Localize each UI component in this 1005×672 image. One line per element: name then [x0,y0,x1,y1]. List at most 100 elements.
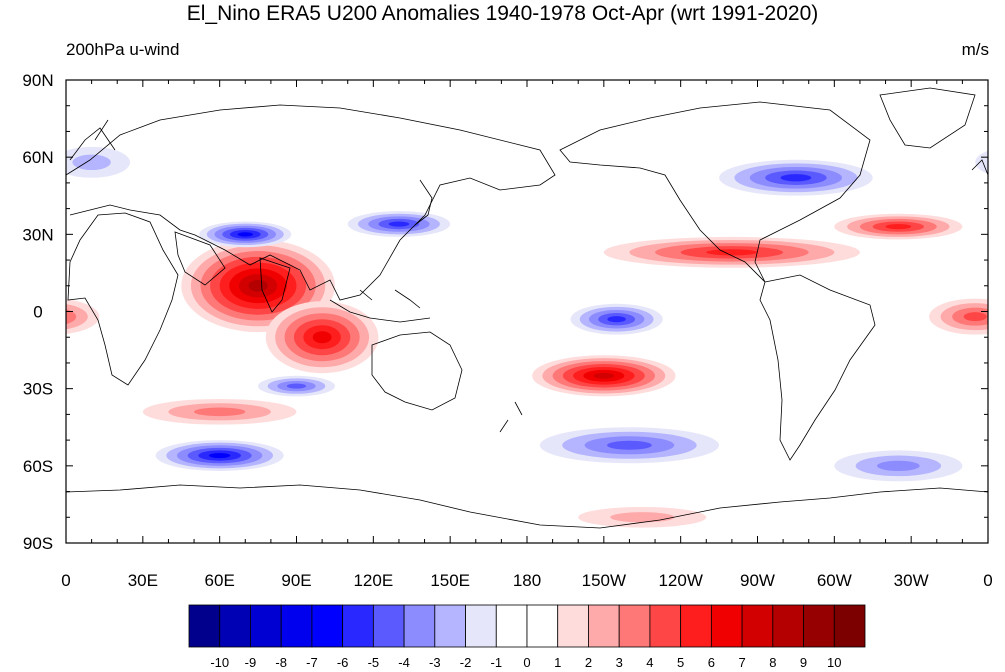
colorbar-swatch [434,604,466,648]
anomaly-contour-17-2 [994,155,1005,170]
coast-arabia [174,231,226,286]
anomaly-feature-4 [603,236,860,268]
anomaly-contour-16-3 [877,460,920,471]
colorbar-label: 7 [738,655,745,670]
coast-new-zealand [499,401,523,433]
colorbar-label: 10 [827,655,841,670]
anomaly-feature-10 [199,221,292,248]
anomaly-feature-3 [532,355,676,397]
colorbar-swatch [680,604,712,648]
anomaly-contour-11-5 [388,221,410,227]
anomaly-feature-9 [155,440,284,471]
anomaly-feature-5 [0,213,963,240]
anomaly-feature-13 [719,159,873,196]
anomaly-contour-14-4 [607,440,652,450]
lat-label: 60N [22,148,53,167]
colorbar-swatch [188,604,221,648]
coast-antarctica [66,484,988,529]
anomaly-contour-2-6 [312,331,332,344]
anomaly-contour-6-3 [66,309,77,325]
anomaly-feature-1 [181,239,335,333]
colorbar-swatch [280,604,313,648]
colorbar-swatch [495,604,528,648]
anomaly-feature-7 [142,398,297,425]
coast-australia [371,331,463,411]
colorbar-swatch [219,604,251,648]
anomaly-contour-5-3 [0,219,15,234]
colorbar-label: -8 [275,655,287,670]
colorbar-swatch [618,604,651,648]
colorbar-label: -4 [398,655,410,670]
coast-africa [67,212,179,386]
colorbar-label: -3 [429,655,441,670]
lon-label: 0 [61,571,70,590]
anomaly-feature-2 [265,301,379,374]
colorbar-label: -6 [337,655,349,670]
anomaly-contour-5-5 [885,224,912,230]
coast-uk [971,159,988,176]
colorbar-label: 2 [585,655,592,670]
colorbar-swatch [803,604,835,648]
lon-label: 60E [205,571,235,590]
lon-label: 90E [281,571,311,590]
colorbar-swatch [342,604,374,648]
colorbar-swatch [588,604,620,648]
colorbar-label: 3 [616,655,623,670]
colorbar-swatch [526,604,559,648]
colorbar-swatch [403,604,436,648]
anomaly-feature-15 [258,375,335,397]
coast-eurasia [66,104,556,301]
lat-label: 90N [22,71,53,90]
coast-india [259,257,291,313]
latitude-labels: 90N 60N 30N 0 30S 60S 90S [22,71,53,553]
lon-label: 0 [983,571,992,590]
colorbar-label: 4 [646,655,653,670]
lon-label: 180 [513,571,541,590]
anomaly-contour-17-2 [72,154,111,171]
lon-label: 30E [128,571,158,590]
coast-greenland [879,87,976,149]
anomaly-contour-7-3 [194,407,246,417]
anomaly-contour-10-6 [237,232,253,237]
colorbar-label: -7 [306,655,318,670]
left-subtitle: 200hPa u-wind [66,40,180,59]
colorbar-label: 9 [800,655,807,670]
colorbar-swatch [710,604,743,648]
axis-ticks [65,79,989,544]
lon-label: 150W [582,571,626,590]
anomaly-contour-6-4 [963,312,987,322]
lon-label: 60W [817,571,852,590]
anomaly-contour-15-4 [286,383,307,389]
anomaly-contour-12-5 [607,316,626,323]
lon-label: 120E [353,571,393,590]
map-title: El_Nino ERA5 U200 Anomalies 1940-1978 Oc… [186,2,819,25]
lon-label: 150E [430,571,470,590]
colorbar-swatch [250,604,282,648]
colorbar-label: -10 [210,655,229,670]
coast-indonesia [329,289,431,323]
anomaly-feature-12 [570,303,663,335]
colorbar-swatch [465,604,497,648]
anomaly-contour-3-7 [593,372,615,379]
colorbar-swatch [649,604,682,648]
anomaly-shading [0,146,1005,528]
coast-north-america [559,101,871,283]
colorbar-label: 8 [769,655,776,670]
anomaly-contour-6-4 [42,312,65,321]
colorbar-swatch [311,604,344,648]
colorbar-label: -5 [368,655,380,670]
colorbar-label: -1 [490,655,502,670]
anomaly-contour-4-5 [706,249,758,256]
lon-label: 30W [894,571,929,590]
anomaly-contour-8-2 [610,512,675,523]
colorbar-label: 5 [677,655,684,670]
lat-label: 90S [23,534,53,553]
colorbar [188,604,866,648]
colorbar-labels: -10 -9 -8 -7 -6 -5 -4 -3 -2 -1 0 1 2 3 4 5 6 7 8 9 10 [210,655,841,670]
colorbar-swatch [741,604,774,648]
colorbar-label: 1 [554,655,561,670]
anomaly-feature-6 [42,298,988,335]
anomaly-contour-1-8 [248,279,268,292]
colorbar-swatch [557,604,589,648]
